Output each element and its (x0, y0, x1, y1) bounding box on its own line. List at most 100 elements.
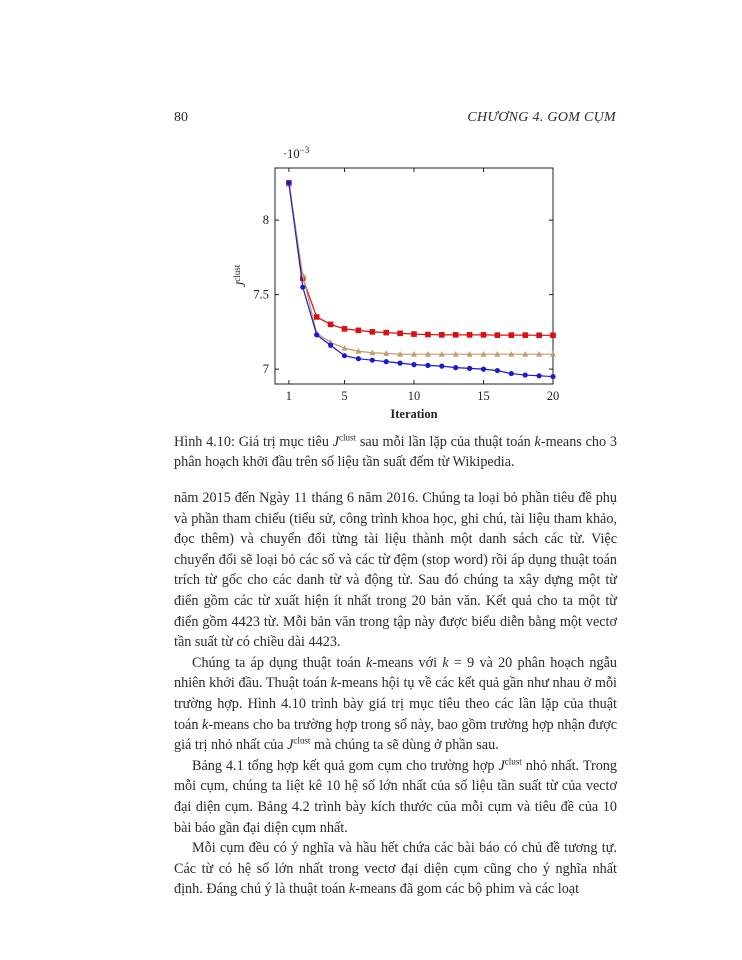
data-point (327, 321, 334, 328)
x-tick-label: 20 (547, 389, 560, 403)
y-tick-label: 7.5 (253, 288, 269, 302)
x-tick-label: 10 (408, 389, 421, 403)
math-j: J (498, 757, 505, 774)
data-point (355, 356, 361, 362)
data-point (550, 332, 556, 339)
data-point (494, 351, 501, 357)
data-point (425, 362, 431, 368)
math-j-sup: clust (504, 755, 522, 766)
data-point (536, 332, 542, 339)
math-k: k (348, 881, 356, 898)
data-point (522, 351, 529, 357)
text-run: -means với (372, 654, 443, 671)
data-point (300, 284, 306, 290)
data-point (550, 373, 556, 380)
y-scale-exponent: −3 (300, 145, 310, 155)
data-point (438, 351, 445, 357)
y-scale-label: ·10−3 (283, 145, 310, 161)
math-k: k (330, 675, 338, 692)
data-point (328, 342, 334, 348)
data-point (508, 332, 515, 338)
page-number: 80 (174, 110, 188, 125)
math-j: J (287, 737, 294, 754)
x-axis-label: Iteration (390, 407, 437, 421)
figure-caption: Hình 4.10: Giá trị mục tiêu Jclust sau m… (174, 432, 617, 472)
text-run: Bảng 4.1 tổng hợp kết quả gom cụm cho tr… (192, 757, 499, 774)
data-point (508, 370, 514, 377)
x-tick-label: 15 (477, 389, 490, 403)
data-point (383, 359, 389, 365)
data-point (355, 327, 362, 334)
data-point (467, 365, 473, 371)
data-point (383, 350, 390, 356)
paragraph-1: năm 2015 đến Ngày 11 tháng 6 năm 2016. C… (174, 490, 617, 651)
data-point (480, 366, 487, 372)
text-run: nhỏ nhất. Trong mỗi cụm, chúng ta liệt k… (174, 757, 617, 836)
data-point (313, 314, 320, 320)
chapter-title: CHƯƠNG 4. GOM CỤM (467, 110, 616, 125)
data-point (494, 332, 501, 338)
text-run: -means cho ba trường hợp trong số này, b… (174, 716, 617, 754)
data-point (480, 351, 487, 357)
data-point (369, 329, 376, 335)
math-j-sup: clust (293, 735, 311, 746)
data-point (536, 373, 542, 379)
caption-j-sup: clust (339, 432, 357, 443)
data-point (522, 372, 528, 378)
math-k: k (202, 716, 209, 733)
data-point (300, 275, 306, 282)
data-point (341, 345, 348, 351)
text-run: mà chúng ta sẽ dùng ở phần sau. (310, 737, 499, 754)
data-point (452, 332, 459, 338)
data-point (355, 348, 362, 354)
caption-text: sau mỗi lần lặp của thuật toán (356, 434, 535, 450)
data-point (411, 362, 417, 368)
y-axis-label: Jclust (232, 264, 248, 287)
data-point (341, 353, 348, 359)
data-point (397, 360, 403, 366)
paragraph-2: Chúng ta áp dụng thuật toán k-means với … (174, 653, 617, 756)
data-point (522, 332, 528, 338)
caption-text: -means cho 3 phân hoạch khởi đầu trên số… (174, 434, 617, 470)
data-point (452, 351, 459, 357)
caption-j: J (332, 434, 340, 450)
math-k: k (366, 654, 373, 671)
data-point (550, 351, 556, 357)
data-point (411, 331, 417, 337)
data-point (494, 367, 500, 374)
data-point (397, 351, 404, 357)
series-line-2 (288, 184, 553, 355)
data-point (341, 326, 348, 332)
y-tick-label: 8 (263, 213, 269, 227)
series-line-1 (288, 182, 553, 336)
x-tick-label: 1 (286, 389, 292, 403)
data-point (424, 351, 431, 357)
caption-text: Hình 4.10: Giá trị mục tiêu (174, 434, 333, 450)
data-point (286, 180, 292, 186)
data-point (314, 332, 320, 338)
paragraph-4: Mỗi cụm đều có ý nghĩa và hầu hết chứa c… (174, 838, 617, 900)
data-point (439, 332, 445, 338)
data-point (369, 349, 376, 356)
text-run: Mỗi cụm đều có ý nghĩa và hầu hết chứa c… (174, 840, 617, 898)
data-point (466, 332, 473, 338)
data-point (508, 351, 515, 357)
data-point (453, 365, 459, 371)
data-point (411, 351, 417, 357)
text-run: -means đã gom các bộ phim và các loạt (355, 881, 580, 898)
data-point (397, 330, 403, 337)
data-point (466, 351, 473, 357)
x-tick-label: 5 (341, 389, 347, 403)
data-point (383, 329, 389, 336)
data-point (369, 357, 375, 363)
paragraph-3: Bảng 4.1 tổng hợp kết quả gom cụm cho tr… (174, 756, 617, 838)
text-run: Chúng ta áp dụng thuật toán (192, 654, 367, 671)
data-point (439, 363, 445, 369)
data-point (536, 351, 543, 357)
caption-k: k (534, 434, 541, 450)
text-run: -means hội tụ về các kết quả gần như nha… (174, 675, 618, 733)
text-run: = 9 và 20 phân hoạch ngẫu nhiên khởi đầu… (174, 654, 617, 692)
math-k: k (442, 654, 449, 671)
data-point (480, 332, 487, 338)
